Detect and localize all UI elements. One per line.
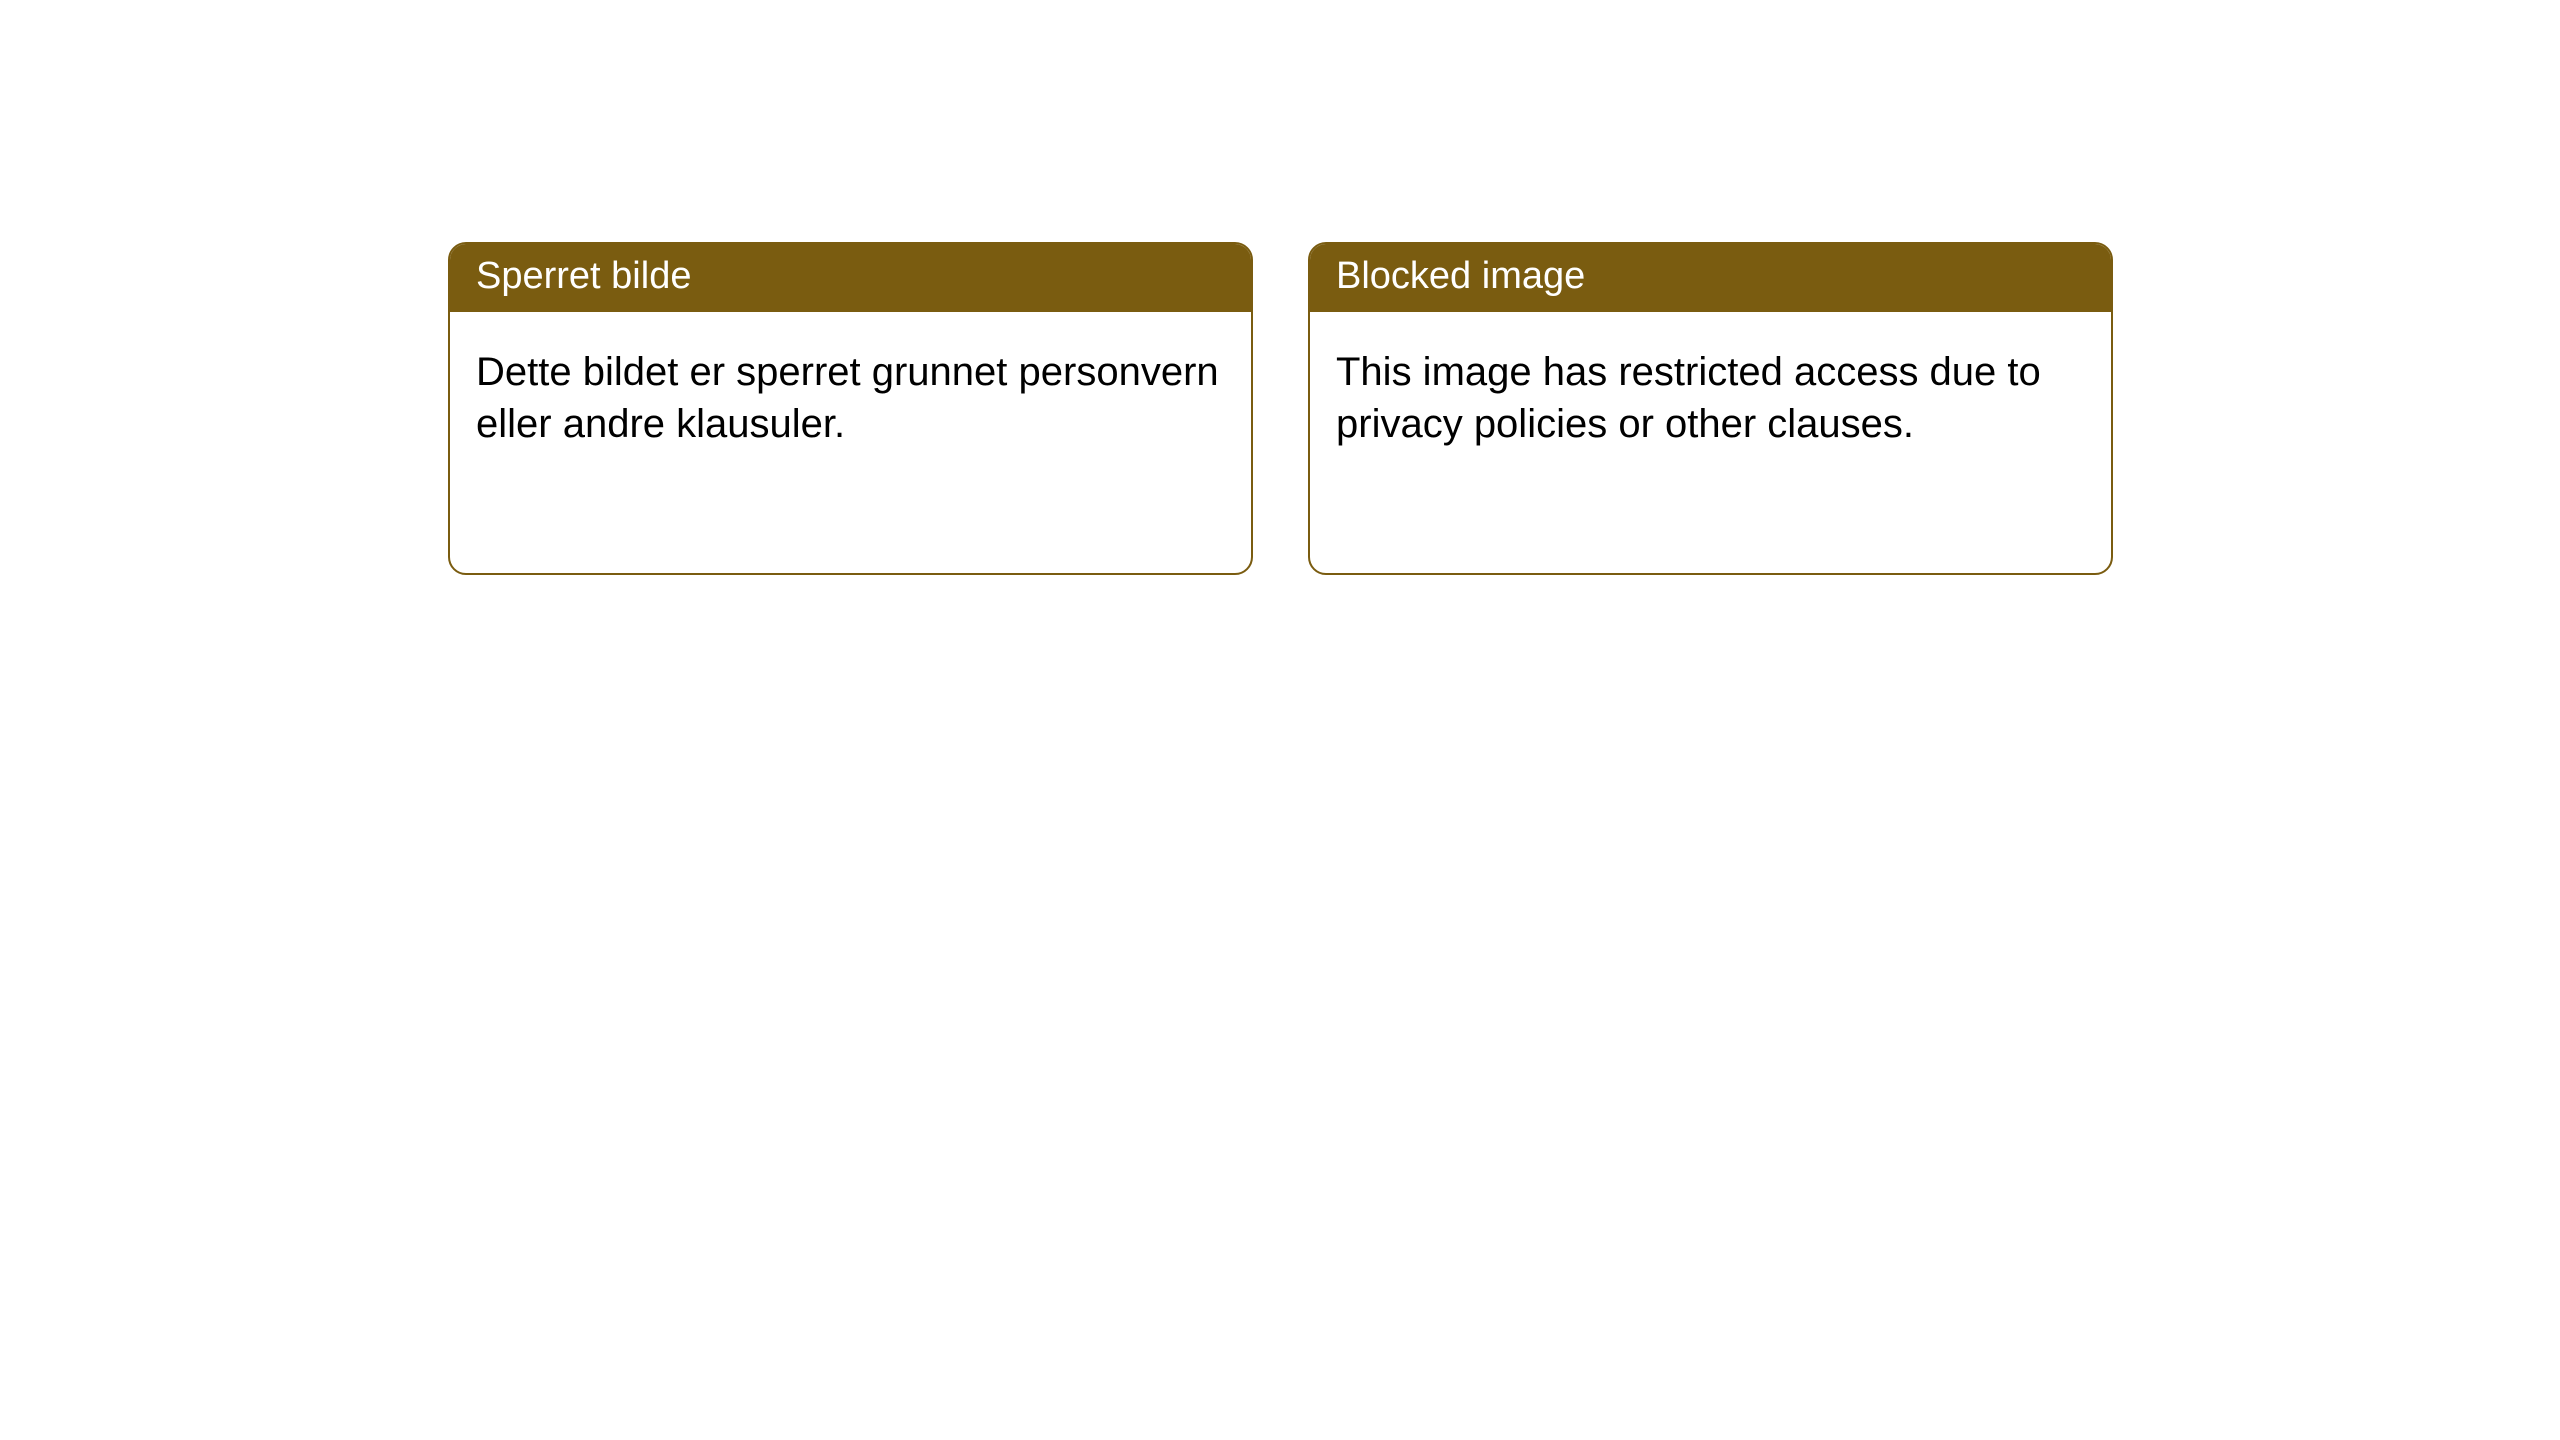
blocked-image-card-norwegian: Sperret bilde Dette bildet er sperret gr… (448, 242, 1253, 575)
card-message: Dette bildet er sperret grunnet personve… (476, 350, 1219, 446)
card-title: Sperret bilde (476, 255, 691, 297)
blocked-image-card-english: Blocked image This image has restricted … (1308, 242, 2113, 575)
card-header-norwegian: Sperret bilde (450, 244, 1251, 312)
card-body-english: This image has restricted access due to … (1310, 312, 2111, 484)
card-message: This image has restricted access due to … (1336, 350, 2041, 446)
card-header-english: Blocked image (1310, 244, 2111, 312)
notice-container: Sperret bilde Dette bildet er sperret gr… (0, 0, 2560, 575)
card-title: Blocked image (1336, 255, 1585, 297)
card-body-norwegian: Dette bildet er sperret grunnet personve… (450, 312, 1251, 484)
